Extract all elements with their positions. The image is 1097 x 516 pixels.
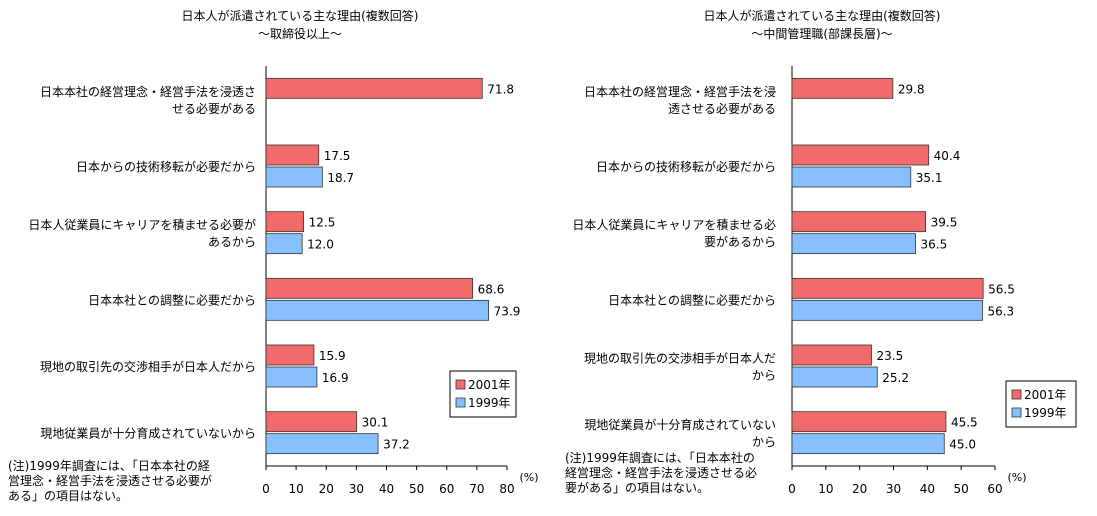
left-bar-series2 — [265, 233, 303, 255]
right-bar-series1 — [791, 77, 894, 99]
right-category-label: 現地従業員が十分育成されていない — [584, 417, 776, 432]
right-legend-box — [1005, 380, 1077, 428]
right-category-label: 日本本社との調整に必要だから — [608, 292, 776, 307]
right-bar-series1 — [791, 344, 872, 366]
left-legend-label: 2001年 — [468, 378, 511, 392]
right-bar-value-label: 45.0 — [949, 438, 976, 452]
right-category-label: 要があるから — [704, 234, 776, 249]
left-bar-series1 — [265, 344, 315, 366]
right-x-tick-label: 40 — [920, 482, 935, 496]
right-bar-value-label: 45.5 — [951, 416, 978, 430]
left-bar-series1 — [265, 77, 483, 99]
left-x-tick-label: 60 — [439, 482, 454, 496]
right-bar-value-label: 35.1 — [916, 171, 943, 185]
left-category-label: 現地の取引先の交渉相手が日本人だから — [40, 359, 256, 374]
right-bar-series2 — [791, 233, 916, 255]
left-bar-value-label: 17.5 — [324, 149, 351, 163]
right-bar-series1 — [791, 144, 930, 166]
left-x-tick-label: 10 — [288, 482, 303, 496]
left-x-tick-label: 50 — [409, 482, 424, 496]
right-chart-title: 日本人が派遣されている主な理由(複数回答) — [703, 8, 940, 23]
left-chart-title: 日本人が派遣されている主な理由(複数回答) — [181, 8, 418, 23]
left-x-tick-label: 30 — [349, 482, 364, 496]
right-chart-note: (注)1999年調査には、「日本本社の 経営理念・経営手法を浸透させる必 要があ… — [565, 451, 758, 495]
right-bar-series2 — [791, 299, 983, 321]
right-category-label: 現地の取引先の交渉相手が日本人だ — [584, 351, 776, 366]
left-bar-value-label: 12.5 — [309, 216, 336, 230]
left-bar-value-label: 71.8 — [487, 82, 514, 96]
left-x-tick-label: 20 — [319, 482, 334, 496]
left-bar-value-label: 30.1 — [362, 416, 389, 430]
right-legend-label: 1999年 — [1024, 406, 1067, 420]
right-x-tick-label: 60 — [987, 482, 1002, 496]
left-bar-value-label: 73.9 — [494, 304, 521, 318]
right-bar-value-label: 39.5 — [931, 216, 958, 230]
left-chart-note: (注)1999年調査には、「日本本社の経 営理念・経営手法を浸透させる必要が あ… — [8, 459, 213, 503]
left-x-tick-label: 70 — [469, 482, 484, 496]
left-category-label: 日本本社の経営理念・経営手法を浸透さ — [40, 84, 256, 99]
right-bar-value-label: 23.5 — [877, 349, 904, 363]
left-bar-series1 — [265, 211, 305, 233]
left-bar-series2 — [265, 366, 318, 388]
left-bar-series2 — [265, 166, 323, 188]
right-bar-value-label: 56.5 — [988, 282, 1015, 296]
left-chart-subtitle: ～取締役以上～ — [258, 26, 342, 41]
left-bar-value-label: 37.2 — [383, 438, 410, 452]
right-legend-swatch — [1011, 407, 1022, 418]
left-legend-box — [449, 370, 517, 418]
right-unit-label: (%) — [1007, 471, 1026, 484]
right-category-label: 日本人従業員にキャリアを積ませる必 — [572, 217, 776, 232]
left-category-label: あるから — [208, 235, 256, 249]
left-category-label: 日本からの技術移転が必要だから — [76, 159, 256, 174]
left-bar-series1 — [265, 144, 320, 166]
right-chart-subtitle: ～中間管理職(部課長層)～ — [751, 26, 892, 41]
left-category-label: 日本本社との調整に必要だから — [88, 292, 256, 307]
right-category-label: から — [752, 369, 776, 383]
right-x-tick-label: 10 — [818, 482, 833, 496]
left-x-tick-label: 80 — [499, 482, 514, 496]
left-legend-label: 1999年 — [468, 396, 511, 410]
left-bar-value-label: 68.6 — [478, 282, 505, 296]
right-bar-series1 — [791, 411, 947, 433]
left-category-label: 現地従業員が十分育成されていないから — [40, 426, 256, 441]
right-x-tick-label: 20 — [852, 482, 867, 496]
right-x-tick-label: 50 — [954, 482, 969, 496]
left-legend-swatch — [455, 379, 466, 390]
left-bar-series2 — [265, 299, 490, 321]
left-category-label: せる必要がある — [172, 101, 256, 116]
left-category-label: 日本人従業員にキャリアを積ませる必要が — [28, 217, 256, 232]
right-x-tick-label: 30 — [886, 482, 901, 496]
right-bar-value-label: 36.5 — [920, 238, 947, 252]
right-x-tick-label: 0 — [788, 482, 796, 496]
right-bar-value-label: 56.3 — [987, 304, 1014, 318]
left-bar-series1 — [265, 411, 358, 433]
left-bar-value-label: 12.0 — [307, 238, 334, 252]
right-bar-value-label: 29.8 — [898, 82, 925, 96]
left-legend-swatch — [455, 397, 466, 408]
right-category-label: から — [752, 435, 776, 449]
left-bar-value-label: 16.9 — [322, 371, 349, 385]
right-legend-swatch — [1011, 389, 1022, 400]
right-bar-series1 — [791, 211, 927, 233]
left-x-tick-label: 40 — [379, 482, 394, 496]
right-bar-series2 — [791, 366, 878, 388]
right-category-label: 日本本社の経営理念・経営手法を浸 — [584, 84, 776, 99]
right-category-label: 透させる必要がある — [668, 101, 776, 116]
left-bar-series1 — [265, 277, 474, 299]
right-bar-value-label: 25.2 — [882, 371, 909, 385]
left-bar-value-label: 18.7 — [327, 171, 354, 185]
left-x-tick-label: 0 — [262, 482, 270, 496]
left-unit-label: (%) — [519, 471, 538, 484]
right-bar-series2 — [791, 166, 912, 188]
right-category-label: 日本からの技術移転が必要だから — [596, 159, 776, 174]
right-bar-series2 — [791, 433, 945, 455]
left-bar-series2 — [265, 433, 379, 455]
right-bar-value-label: 40.4 — [934, 149, 961, 163]
right-bar-series1 — [791, 277, 984, 299]
right-legend-label: 2001年 — [1024, 388, 1067, 402]
left-bar-value-label: 15.9 — [319, 349, 346, 363]
